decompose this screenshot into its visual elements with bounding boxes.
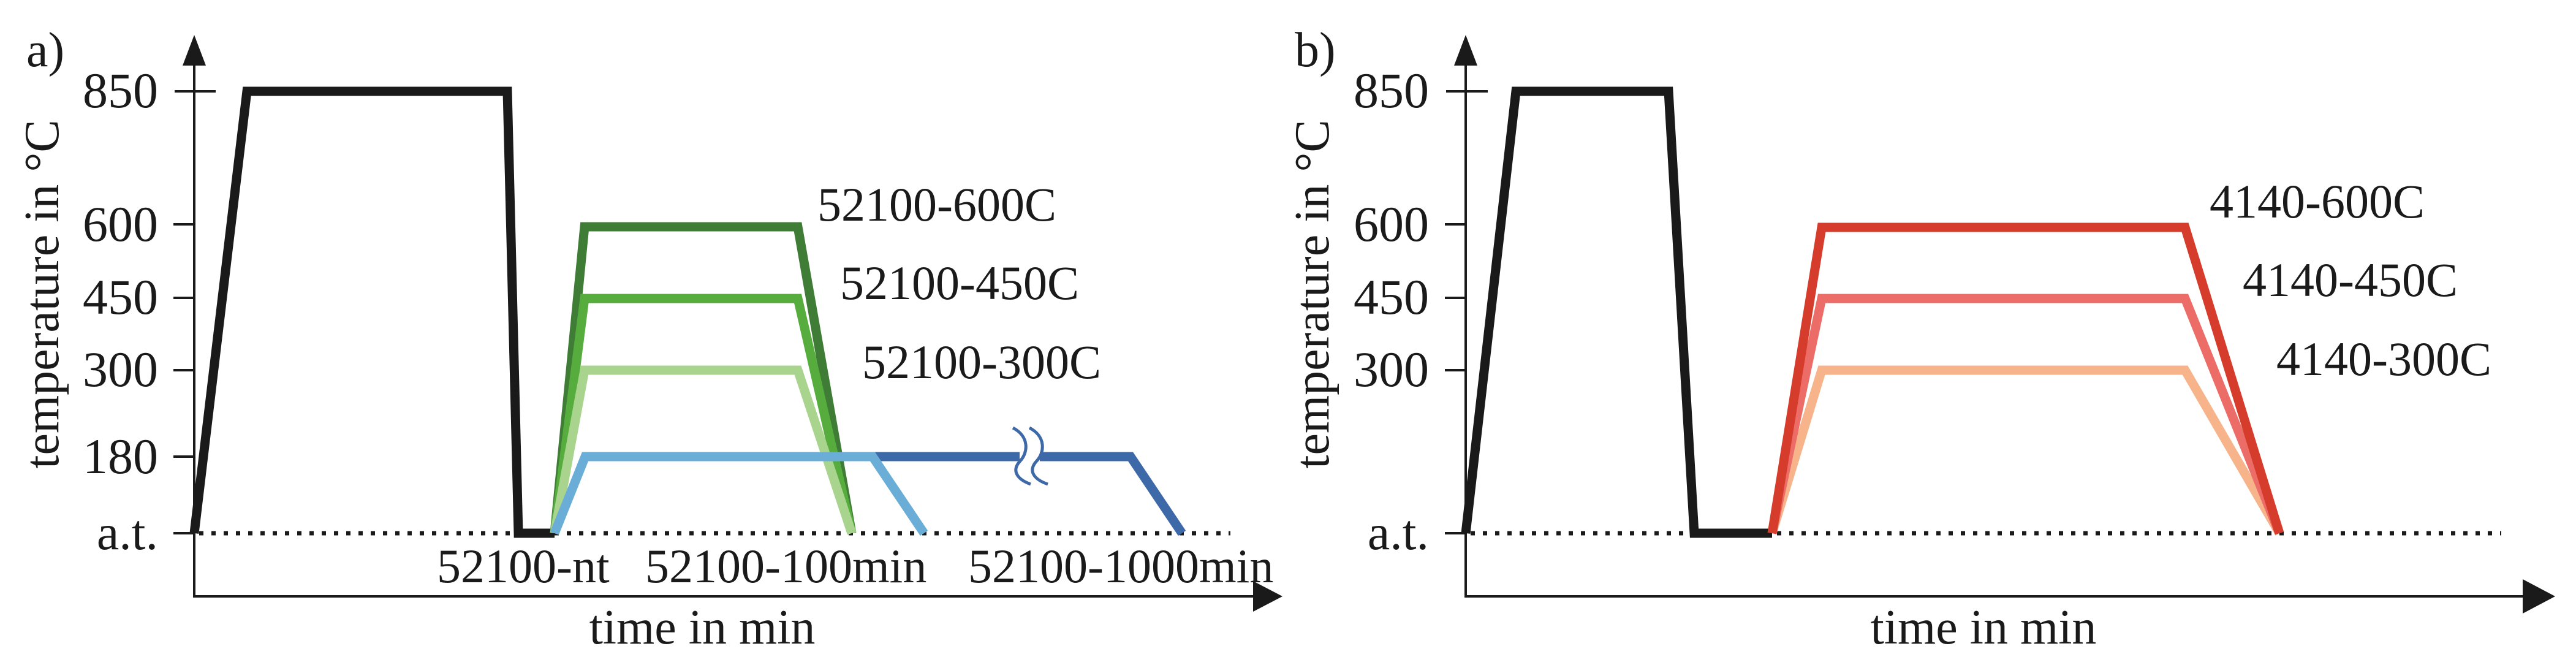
series-hardening-b <box>1461 86 1772 538</box>
y-axis-title-a: temperature in °C <box>15 120 69 469</box>
y-axis-arrow-icon <box>1454 35 1477 66</box>
series-4140-450C <box>1767 294 2284 535</box>
tick-at: a.t. <box>97 504 158 560</box>
label-52100-nt: 52100-nt <box>437 539 610 593</box>
label-52100-600C: 52100-600C <box>817 178 1056 231</box>
series-52100-1000min-part2 <box>1040 452 1186 536</box>
y-axis-title-b: temperature in °C <box>1286 120 1339 469</box>
label-52100-450C: 52100-450C <box>840 256 1079 310</box>
series-hardening-a <box>189 86 555 538</box>
panel-b: b) temperature in °C 850 600 450 300 a.t… <box>1286 23 2555 655</box>
x-axis-arrow-icon <box>1253 581 1282 612</box>
axis-break-icon <box>1012 426 1048 486</box>
tick-300: 300 <box>83 341 158 397</box>
series-52100-450C <box>550 294 857 534</box>
series-4140-300C <box>1767 365 2284 536</box>
series-4140-600C <box>1767 222 2284 535</box>
panel-a: a) temperature in °C 850 600 450 300 180… <box>15 23 1282 655</box>
label-4140-300C: 4140-300C <box>2276 332 2491 386</box>
tick-300: 300 <box>1354 341 1429 397</box>
y-ticks-b <box>1445 90 1488 534</box>
label-52100-100min: 52100-100min <box>645 539 926 593</box>
tick-450: 450 <box>1354 269 1429 325</box>
series-52100-100min <box>550 452 928 536</box>
x-axis-arrow-icon <box>2523 579 2555 614</box>
series-52100-300C <box>550 365 857 535</box>
series-labels-b: 4140-600C 4140-450C 4140-300C <box>2210 175 2491 386</box>
label-4140-450C: 4140-450C <box>2243 253 2458 306</box>
x-axis-title-a: time in min <box>589 601 816 655</box>
y-tick-labels-b: 850 600 450 300 a.t. <box>1354 63 1429 560</box>
tick-450: 450 <box>83 269 158 325</box>
tick-180: 180 <box>83 428 158 484</box>
y-tick-labels-a: 850 600 450 300 180 a.t. <box>83 63 158 560</box>
tick-at: a.t. <box>1368 504 1429 560</box>
y-ticks-a <box>173 90 216 534</box>
panel-label-b: b) <box>1295 23 1336 77</box>
label-52100-300C: 52100-300C <box>862 335 1101 389</box>
label-52100-1000min: 52100-1000min <box>968 539 1273 593</box>
tick-600: 600 <box>1354 196 1429 252</box>
tick-850: 850 <box>83 63 158 118</box>
series-52100-600C <box>550 222 857 534</box>
tick-600: 600 <box>83 196 158 252</box>
y-axis-arrow-icon <box>183 35 206 66</box>
series-labels-a: 52100-600C 52100-450C 52100-300C 52100-n… <box>437 178 1273 593</box>
x-axis-title-b: time in min <box>1871 601 2097 655</box>
label-4140-600C: 4140-600C <box>2210 175 2425 228</box>
panel-label-a: a) <box>26 23 64 77</box>
tick-850: 850 <box>1354 63 1429 118</box>
